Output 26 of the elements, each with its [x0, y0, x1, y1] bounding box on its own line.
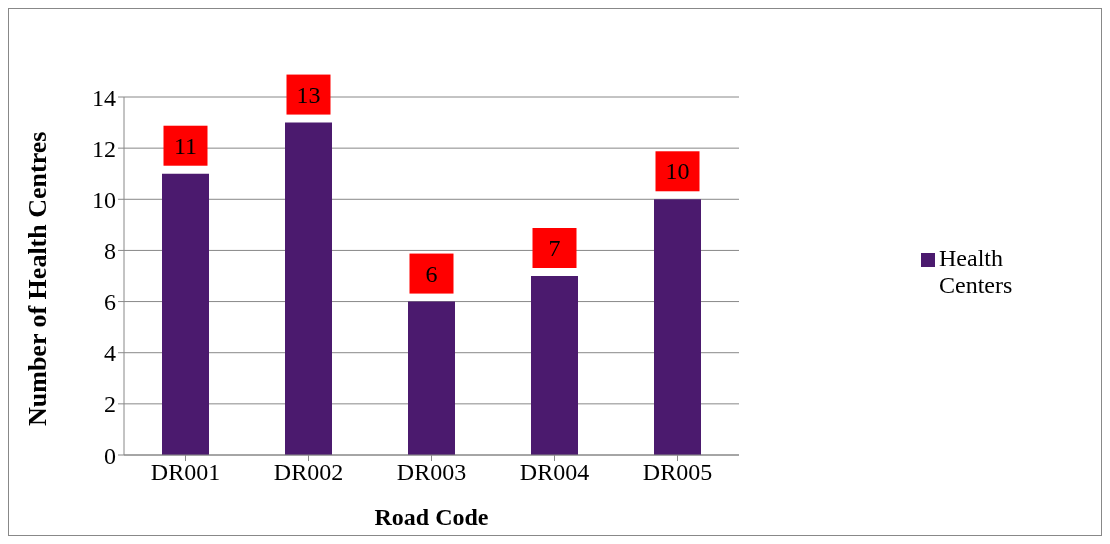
x-tick-label: DR001	[150, 459, 221, 486]
y-axis-title: Number of Health Centres	[23, 131, 53, 426]
x-tick-label: DR002	[273, 459, 344, 486]
y-tick-label: 12	[92, 135, 116, 162]
data-label: 13	[296, 81, 321, 108]
data-label: 10	[665, 158, 690, 185]
x-tick-label: DR005	[642, 459, 713, 486]
y-tick-label: 14	[92, 84, 116, 111]
x-tick-label: DR003	[396, 459, 467, 486]
data-label: 7	[548, 235, 561, 261]
data-label: 11	[173, 132, 198, 159]
bar	[285, 122, 332, 455]
bar	[654, 199, 701, 455]
bar	[408, 301, 455, 455]
x-tick-label: DR004	[519, 459, 590, 486]
bar	[531, 276, 578, 455]
bar	[162, 173, 209, 455]
y-tick-label: 2	[104, 391, 116, 418]
y-tick-label: 4	[104, 340, 116, 367]
x-axis-title: Road Code	[374, 504, 489, 530]
y-tick-label: 10	[92, 186, 116, 213]
y-tick-label: 0	[104, 442, 116, 469]
y-tick-label: 6	[104, 289, 116, 316]
data-label: 6	[425, 260, 438, 287]
legend-label: Health Centers	[939, 245, 1014, 299]
y-tick-label: 8	[104, 237, 116, 264]
